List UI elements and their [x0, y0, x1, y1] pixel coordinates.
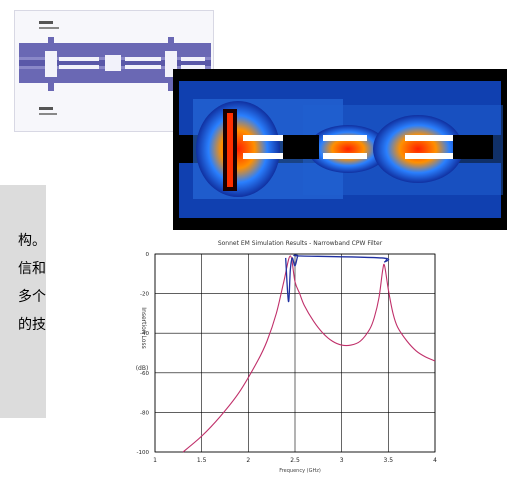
chart-title: Sonnet EM Simulation Results - Narrowban…	[218, 240, 383, 247]
description-line: 信和	[18, 261, 46, 277]
description-line: 的技	[18, 317, 46, 333]
y-tick-label: 0	[146, 252, 150, 258]
x-tick-label: 2	[246, 457, 250, 464]
x-tick-label: 3.5	[384, 457, 394, 464]
filter-layout-image	[14, 10, 214, 132]
x-tick-label: 4	[433, 457, 437, 464]
layout-drawing	[15, 11, 213, 131]
x-axis-label: Frequency (GHz)	[279, 468, 321, 474]
y-tick-label: -40	[140, 331, 149, 337]
chart-series	[182, 254, 436, 453]
series-line-0	[182, 255, 436, 453]
x-tick-label: 2.5	[290, 457, 300, 464]
description-line: 多个	[18, 289, 46, 305]
series-line-1	[285, 254, 390, 303]
y-axis-unit: (dB)	[136, 365, 149, 372]
chart-grid	[154, 253, 436, 453]
description-line: 构。	[18, 233, 46, 249]
y-tick-label: -100	[137, 450, 150, 456]
y-axis-label: Insertion Loss	[140, 307, 147, 348]
y-tick-label: -60	[140, 371, 149, 377]
x-tick-label: 3	[340, 457, 344, 464]
x-tick-label: 1.5	[197, 457, 207, 464]
description-text-panel: 构。 信和 多个 的技	[0, 185, 46, 418]
em-field-image	[173, 69, 507, 230]
em-field-drawing	[173, 69, 507, 230]
y-tick-label: -80	[140, 410, 149, 416]
frequency-response-chart: Sonnet EM Simulation Results - Narrowban…	[136, 240, 438, 474]
y-tick-label: -20	[140, 292, 149, 298]
chart-ticks: 1 1.5 2 2.5 3 3.5 4 0 -20 -40 -60 -80 -100	[137, 252, 438, 464]
x-tick-label: 1	[153, 457, 157, 464]
